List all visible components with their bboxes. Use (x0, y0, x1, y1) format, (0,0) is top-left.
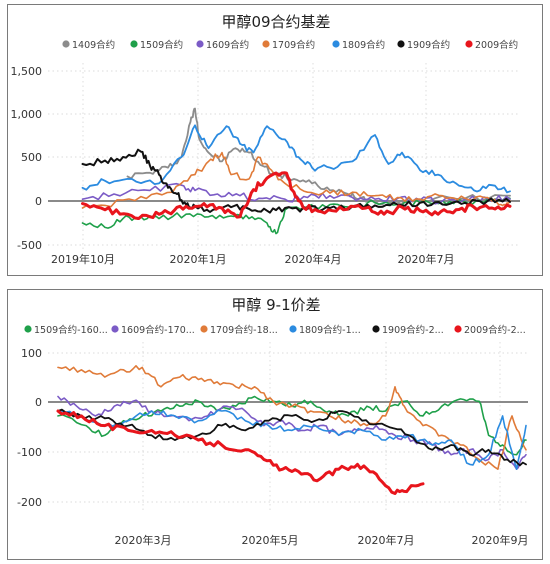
series-line (81, 182, 511, 205)
series-line (81, 171, 512, 220)
legend-label[interactable]: 1909合约-2... (382, 324, 444, 336)
series-line (57, 395, 527, 470)
legend-marker (465, 40, 473, 48)
legend-marker (62, 40, 70, 48)
legend-marker (372, 325, 380, 333)
legend-marker (289, 325, 297, 333)
legend-label[interactable]: 2009合约 (475, 39, 518, 51)
legend-label[interactable]: 1409合约 (72, 39, 115, 51)
spread-chart-panel: 甲醇 9-1价差 1509合约-160... 1609合约-170... 1709合约… (7, 289, 543, 560)
legend-label[interactable]: 2009合约-2... (464, 324, 526, 336)
y-tick-label: -500 (17, 239, 42, 252)
legend-label[interactable]: 1609合约 (206, 39, 249, 51)
legend-label[interactable]: 1509合约-160... (34, 324, 108, 336)
legend-marker (196, 40, 204, 48)
x-tick-label: 2020年3月 (115, 533, 172, 547)
legend-label[interactable]: 1709合约-18... (210, 324, 278, 336)
series-line (57, 409, 527, 470)
x-tick-label: 2020年1月 (170, 252, 227, 266)
x-tick-label: 2020年7月 (358, 533, 415, 547)
y-tick-label: -200 (17, 496, 42, 509)
series-line (56, 409, 425, 495)
y-tick-label: -100 (17, 446, 42, 459)
spread-chart: 甲醇 9-1价差 1509合约-160... 1609合约-170... 1709合约… (17, 296, 529, 547)
legend-marker (397, 40, 405, 48)
y-tick-label: 500 (21, 151, 42, 164)
y-tick-label: 0 (35, 195, 42, 208)
series-line (81, 151, 511, 209)
y-tick-label: 1,000 (11, 108, 43, 121)
legend-label[interactable]: 1709合约 (272, 39, 315, 51)
series-line (81, 148, 511, 214)
legend-marker (200, 325, 208, 333)
chart-title: 甲醇 9-1价差 (231, 296, 320, 314)
y-tick-label: 1,500 (11, 65, 43, 78)
legend-marker (24, 325, 32, 333)
legend-label[interactable]: 1809合约-1... (299, 324, 361, 336)
x-tick-label: 2020年9月 (472, 533, 529, 547)
legend-label[interactable]: 1809合约 (342, 39, 385, 51)
basis-chart: 甲醇09合约基差 1409合约 1509合约 1609合约 1709合约 1809合约 19… (11, 13, 520, 266)
series-line (81, 124, 511, 194)
legend-marker (332, 40, 340, 48)
legend-marker (111, 325, 119, 333)
series-line (57, 408, 527, 467)
y-tick-label: 0 (35, 396, 42, 409)
legend-marker (130, 40, 138, 48)
legend-label[interactable]: 1609合约-170... (121, 324, 195, 336)
x-tick-label: 2020年4月 (285, 252, 342, 266)
legend-marker (262, 40, 270, 48)
series-line (126, 107, 511, 206)
x-tick-label: 2020年5月 (242, 533, 299, 547)
basis-chart-panel: 甲醇09合约基差 1409合约 1509合约 1609合约 1709合约 1809合约 19… (7, 4, 543, 276)
chart-title: 甲醇09合约基差 (221, 13, 330, 31)
legend-label[interactable]: 1509合约 (140, 39, 183, 51)
x-tick-label: 2020年7月 (398, 252, 455, 266)
legend-marker (454, 325, 462, 333)
legend-label[interactable]: 1909合约 (407, 39, 450, 51)
x-tick-label: 2019年10月 (51, 252, 115, 266)
y-tick-label: 100 (21, 347, 42, 360)
series-line (57, 395, 527, 456)
